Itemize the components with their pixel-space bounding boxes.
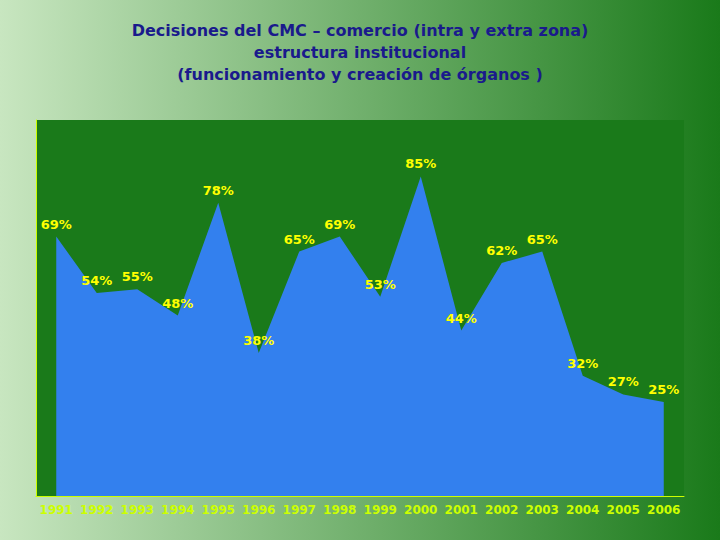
svg-text:2006: 2006	[647, 503, 680, 517]
svg-text:38%: 38%	[243, 333, 274, 348]
svg-text:48%: 48%	[162, 296, 193, 311]
svg-text:69%: 69%	[324, 217, 355, 232]
svg-text:1995: 1995	[202, 503, 235, 517]
svg-text:25%: 25%	[648, 382, 679, 397]
svg-text:65%: 65%	[284, 232, 315, 247]
svg-text:1999: 1999	[364, 503, 397, 517]
svg-text:85%: 85%	[405, 156, 436, 171]
svg-text:78%: 78%	[203, 183, 234, 198]
svg-text:2001: 2001	[445, 503, 478, 517]
svg-text:1993: 1993	[121, 503, 154, 517]
svg-text:1991: 1991	[40, 503, 73, 517]
svg-text:2004: 2004	[566, 503, 599, 517]
svg-text:2002: 2002	[485, 503, 518, 517]
svg-text:44%: 44%	[446, 311, 477, 326]
svg-text:53%: 53%	[365, 277, 396, 292]
svg-text:27%: 27%	[608, 374, 639, 389]
svg-text:1998: 1998	[323, 503, 356, 517]
svg-text:1996: 1996	[242, 503, 275, 517]
svg-text:65%: 65%	[527, 232, 558, 247]
svg-text:1997: 1997	[283, 503, 316, 517]
svg-text:54%: 54%	[81, 273, 112, 288]
svg-text:2003: 2003	[526, 503, 559, 517]
svg-text:69%: 69%	[41, 217, 72, 232]
svg-text:Decisiones del CMC – comercio: Decisiones del CMC – comercio (intra y e…	[132, 21, 589, 40]
svg-text:62%: 62%	[486, 243, 517, 258]
svg-text:2000: 2000	[404, 503, 437, 517]
svg-text:1992: 1992	[80, 503, 113, 517]
svg-text:(funcionamiento y creación de: (funcionamiento y creación de órganos )	[177, 65, 543, 84]
svg-text:55%: 55%	[122, 269, 153, 284]
svg-text:1994: 1994	[161, 503, 194, 517]
svg-text:estructura institucional: estructura institucional	[254, 43, 466, 62]
svg-text:32%: 32%	[567, 356, 598, 371]
svg-text:2005: 2005	[607, 503, 640, 517]
